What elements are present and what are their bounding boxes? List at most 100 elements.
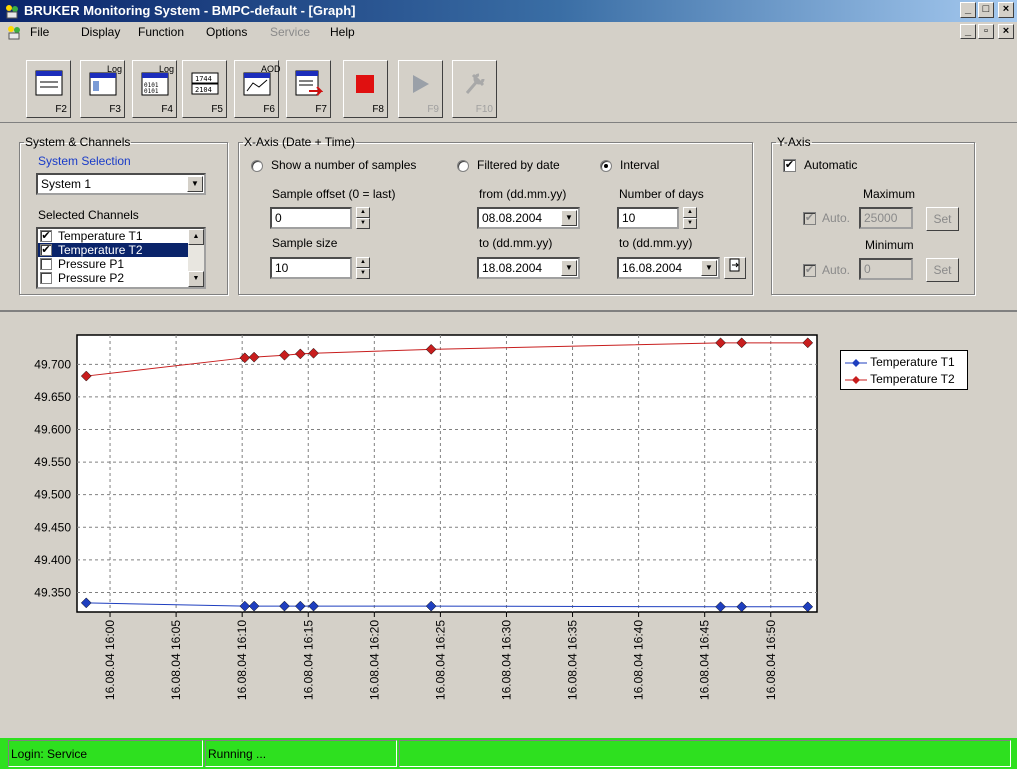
channel-item[interactable]: Pressure P2 [38,271,204,285]
radio-samples[interactable] [251,160,263,172]
to-date-label: to (dd.mm.yy) [479,236,553,250]
min-auto-checkbox[interactable]: ✔ [803,264,816,277]
f3-key-label: F3 [109,104,121,115]
channel-list[interactable]: ✔ Temperature T1 ✔ Temperature T2 Pressu… [36,227,206,289]
sample-offset-input[interactable]: 0 [270,207,352,229]
play-button[interactable]: F9 [398,60,443,118]
apply-interval-button[interactable] [724,257,746,279]
data-point [736,337,748,349]
radio-filtered[interactable] [457,160,469,172]
max-auto-checkbox[interactable]: ✔ [803,212,816,225]
graph-view-button[interactable]: AOD F6 [234,60,281,118]
mdi-restore-button[interactable]: ▫ [978,24,994,39]
numeric-display-icon: 1744 2104 [191,72,219,95]
app-icon [6,5,18,19]
apply-icon [729,258,740,272]
menu-bar: File Display Function Options Service He… [0,22,1017,42]
channel-list-scrollbar[interactable]: ▲ ▼ [188,229,204,287]
mdi-minimize-button[interactable]: _ [960,24,976,39]
automatic-label[interactable]: Automatic [804,158,858,172]
min-set-button[interactable]: Set [926,258,959,282]
max-value: 25000 [864,211,898,225]
channel-item[interactable]: ✔ Temperature T1 [38,229,204,243]
y-tick-label: 49.350 [34,585,71,599]
status-panel-empty [399,740,1011,767]
log-badge: Log [107,64,123,74]
interval-to-value: 16.08.2004 [622,261,683,275]
x-tick-label: 16.08.04 16:25 [433,620,447,700]
sample-offset-stepper[interactable]: ▲ ▼ [356,207,370,229]
export-button[interactable]: F7 [286,60,331,118]
checkbox-icon[interactable] [40,272,52,284]
stop-icon [356,75,374,93]
table-view-button[interactable]: F2 [26,60,71,118]
stop-button[interactable]: F8 [343,60,388,118]
y-tick-label: 49.400 [34,553,71,567]
min-auto-label: Auto. [822,263,851,277]
number-of-days-stepper[interactable]: ▲ ▼ [683,207,697,229]
window-title: BRUKER Monitoring System - BMPC-default … [24,3,356,18]
interval-to-date-picker[interactable]: 16.08.2004 ▼ [617,257,720,279]
scroll-up-icon[interactable]: ▲ [188,229,204,245]
menu-display[interactable]: Display [81,25,121,39]
numeric-display-button[interactable]: 1744 2104 F5 [182,60,227,118]
svg-text:2104: 2104 [195,86,212,94]
menu-function[interactable]: Function [138,25,185,39]
max-value-input[interactable]: 25000 [859,207,913,229]
max-set-button[interactable]: Set [926,207,959,231]
running-status: Running ... [205,740,397,767]
system-select-value: System 1 [41,177,92,191]
filtered-mode-label[interactable]: Filtered by date [477,158,560,172]
maximize-button[interactable]: □ [978,2,994,18]
y-tick-label: 49.700 [34,357,71,371]
menu-options[interactable]: Options [206,25,248,39]
sample-offset-label: Sample offset (0 = last) [272,187,396,201]
from-date-picker[interactable]: 08.08.2004 ▼ [477,207,580,229]
min-value-input[interactable]: 0 [859,258,913,280]
data-point [248,351,260,363]
chevron-down-icon[interactable]: ▼ [701,260,717,276]
checkbox-icon[interactable] [40,258,52,270]
system-select[interactable]: System 1 ▼ [36,173,206,195]
scroll-down-icon[interactable]: ▼ [188,271,204,287]
log-digits-button[interactable]: 0101 0101 Log F4 [132,60,177,118]
log-view-button[interactable]: Log F3 [80,60,125,118]
checkbox-icon[interactable]: ✔ [40,230,52,242]
legend-item-t1: Temperature T1 [845,355,955,369]
sample-size-stepper[interactable]: ▲ ▼ [356,257,370,279]
mdi-close-button[interactable]: × [998,24,1014,39]
channel-item[interactable]: ✔ Temperature T2 [38,243,204,257]
chevron-down-icon[interactable]: ▼ [187,176,203,192]
to-date-picker[interactable]: 18.08.2004 ▼ [477,257,580,279]
data-point [802,337,814,349]
data-point [279,600,290,612]
from-date-label: from (dd.mm.yy) [479,187,567,201]
minimize-button[interactable]: _ [960,2,976,18]
automatic-checkbox[interactable]: ✔ [783,159,796,172]
data-point [294,348,306,360]
x-tick-label: 16.08.04 16:00 [103,620,117,700]
y-tick-label: 49.600 [34,423,71,437]
interval-mode-label[interactable]: Interval [620,158,660,172]
svg-text:0101: 0101 [144,82,159,89]
sample-size-input[interactable]: 10 [270,257,352,279]
title-bar: BRUKER Monitoring System - BMPC-default … [0,0,1017,22]
tools-button[interactable]: F10 [452,60,497,118]
checkbox-icon[interactable]: ✔ [40,244,52,256]
chevron-down-icon[interactable]: ▼ [561,260,577,276]
log-view-icon [89,72,117,96]
log-badge: Log [159,64,175,74]
x-tick-label: 16.08.04 16:50 [764,620,778,700]
menu-help[interactable]: Help [330,25,355,39]
radio-interval[interactable] [600,160,612,172]
samples-mode-label[interactable]: Show a number of samples [271,158,417,172]
menu-file[interactable]: File [30,25,50,39]
svg-text:1744: 1744 [195,75,212,83]
document-icon[interactable] [6,24,22,40]
close-button[interactable]: × [998,2,1014,18]
chevron-down-icon[interactable]: ▼ [561,210,577,226]
channel-item[interactable]: Pressure P1 [38,257,204,271]
number-of-days-input[interactable]: 10 [617,207,679,229]
f9-key-label: F9 [427,104,439,115]
